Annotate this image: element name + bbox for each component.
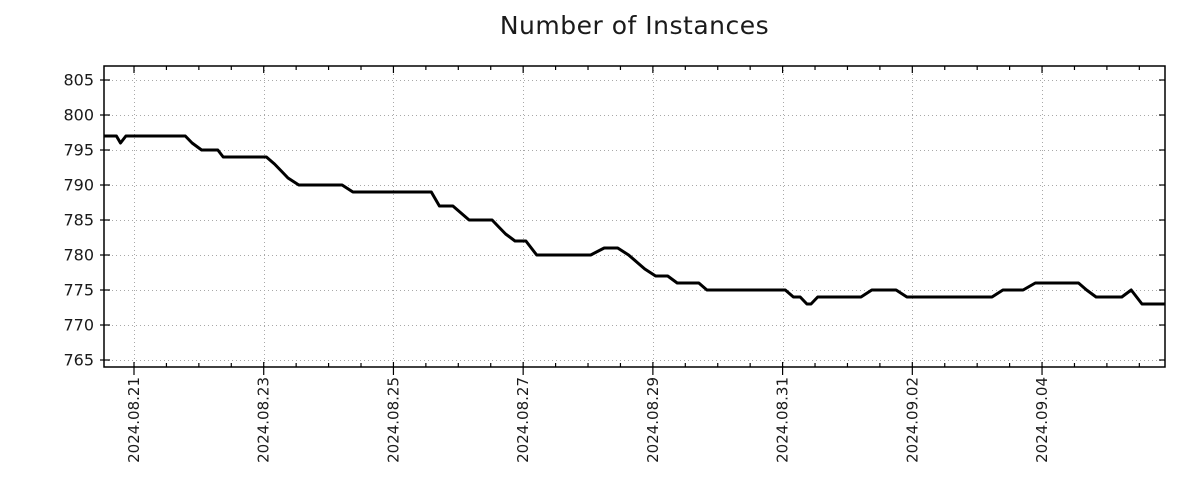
svg-text:800: 800 — [63, 106, 94, 125]
svg-text:2024.09.04: 2024.09.04 — [1033, 377, 1051, 463]
svg-text:2024.08.25: 2024.08.25 — [384, 377, 402, 463]
svg-text:785: 785 — [63, 211, 94, 230]
svg-text:2024.08.21: 2024.08.21 — [125, 377, 143, 463]
svg-text:795: 795 — [63, 141, 94, 160]
plot-border — [103, 65, 1166, 368]
svg-text:2024.08.23: 2024.08.23 — [255, 377, 273, 463]
svg-text:775: 775 — [63, 281, 94, 300]
svg-text:790: 790 — [63, 176, 94, 195]
chart-title: Number of Instances — [499, 11, 770, 40]
svg-text:780: 780 — [63, 246, 94, 265]
svg-text:805: 805 — [63, 71, 94, 90]
x-tick-labels: 2024.08.21 2024.08.23 2024.08.25 2024.08.27… — [125, 377, 1051, 463]
svg-text:2024.08.31: 2024.08.31 — [774, 377, 792, 463]
y-tick-labels: 765 770 775 780 785 790 795 800 805 — [63, 71, 94, 370]
series-line — [104, 134, 1165, 306]
svg-text:2024.09.02: 2024.09.02 — [903, 377, 921, 463]
svg-text:770: 770 — [63, 316, 94, 335]
grid-lines — [104, 66, 1165, 367]
svg-text:2024.08.27: 2024.08.27 — [514, 377, 532, 463]
svg-text:2024.08.29: 2024.08.29 — [644, 377, 662, 463]
svg-text:765: 765 — [63, 351, 94, 370]
